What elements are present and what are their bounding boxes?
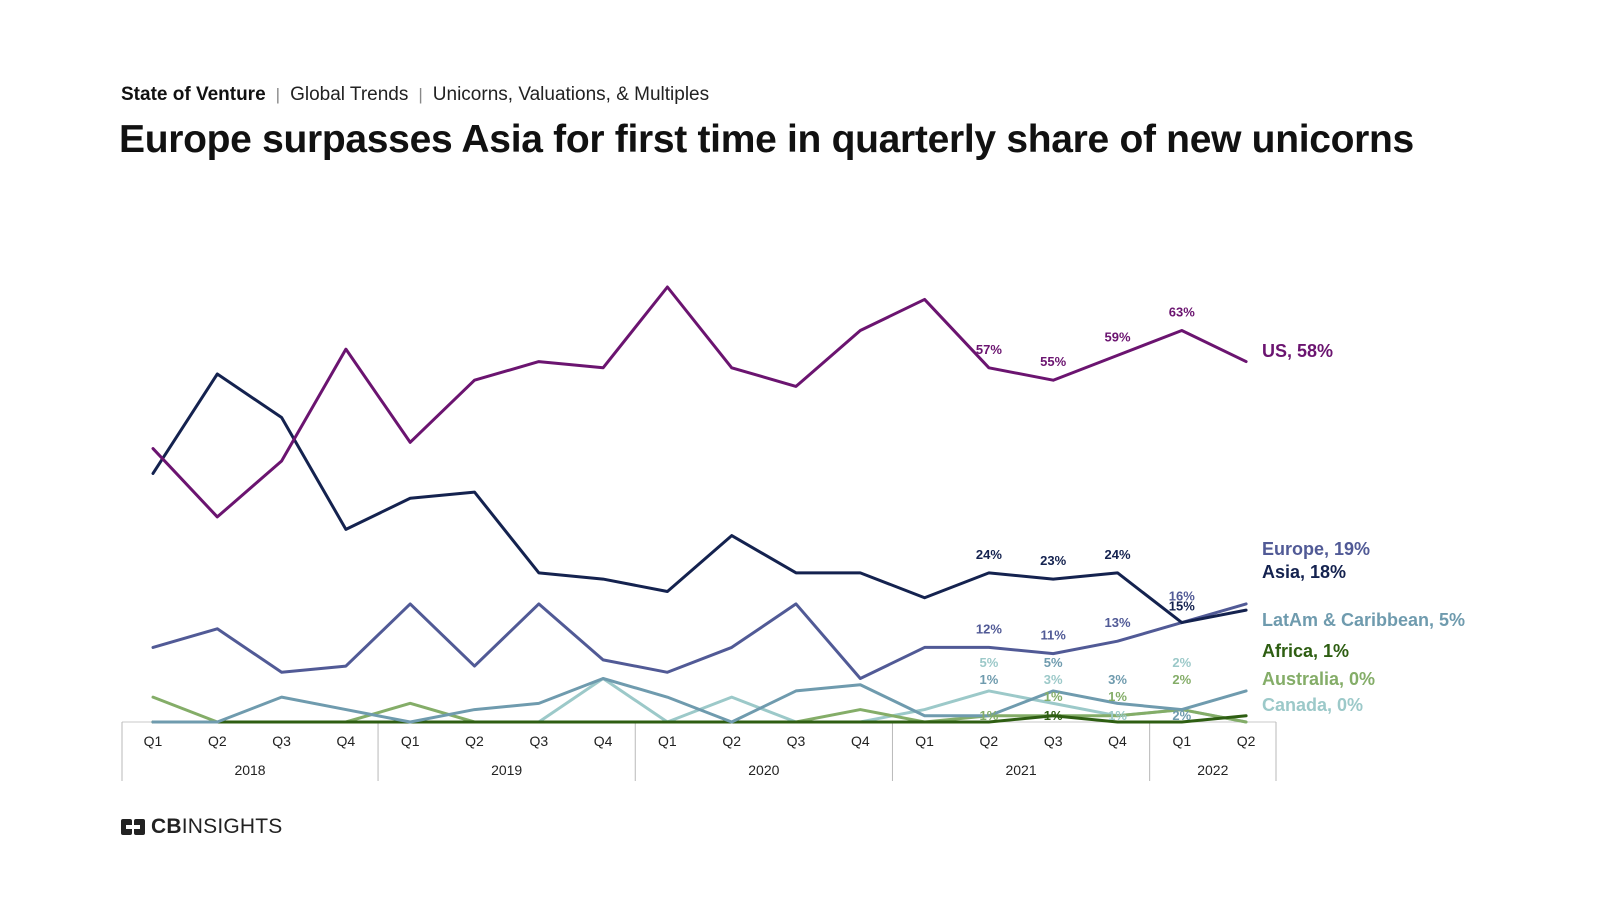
data-label: 2% bbox=[1172, 672, 1191, 687]
cb-logo-icon bbox=[121, 819, 145, 835]
x-tick-label: Q1 bbox=[144, 733, 163, 749]
data-label: 63% bbox=[1169, 305, 1195, 320]
x-year-label: 2020 bbox=[748, 762, 779, 778]
breadcrumb: State of Venture | Global Trends | Unico… bbox=[121, 84, 709, 106]
data-label: 2% bbox=[1172, 708, 1191, 723]
x-tick-label: Q1 bbox=[915, 733, 934, 749]
x-tick-label: Q4 bbox=[851, 733, 870, 749]
data-label: 5% bbox=[1044, 655, 1063, 670]
data-label: 1% bbox=[1108, 689, 1127, 704]
series-line-europe bbox=[151, 602, 1248, 680]
x-tick-label: Q2 bbox=[465, 733, 484, 749]
breadcrumb-topic: Unicorns, Valuations, & Multiples bbox=[432, 84, 710, 105]
series-end-label: LatAm & Caribbean, 5% bbox=[1262, 610, 1465, 630]
series-end-label: Australia, 0% bbox=[1262, 669, 1375, 689]
x-tick-label: Q2 bbox=[208, 733, 227, 749]
x-tick-label: Q2 bbox=[980, 733, 999, 749]
data-label: 1% bbox=[980, 672, 999, 687]
breadcrumb-section: State of Venture bbox=[121, 84, 266, 105]
x-tick-label: Q1 bbox=[658, 733, 677, 749]
data-label: 12% bbox=[976, 621, 1002, 636]
data-label: 11% bbox=[1041, 628, 1067, 643]
data-label: 1% bbox=[1044, 689, 1063, 704]
data-label: 2% bbox=[1172, 655, 1191, 670]
x-tick-label: Q3 bbox=[272, 733, 291, 749]
data-label: 1% bbox=[1108, 708, 1127, 723]
data-label: 16% bbox=[1169, 589, 1195, 604]
series-end-label: Canada, 0% bbox=[1262, 695, 1363, 715]
series-line-africa bbox=[151, 714, 1248, 724]
page-title: Europe surpasses Asia for first time in … bbox=[119, 118, 1414, 161]
breadcrumb-separator: | bbox=[418, 85, 423, 104]
data-label: 55% bbox=[1040, 354, 1066, 369]
data-label: 5% bbox=[980, 655, 999, 670]
series-line-us bbox=[151, 285, 1248, 519]
breadcrumb-subsection: Global Trends bbox=[290, 84, 409, 105]
data-label: 24% bbox=[1104, 547, 1130, 562]
x-tick-label: Q3 bbox=[1044, 733, 1063, 749]
data-label: 57% bbox=[976, 342, 1002, 357]
x-tick-label: Q2 bbox=[722, 733, 741, 749]
series-end-label: Europe, 19% bbox=[1262, 539, 1370, 559]
series-end-label: Asia, 18% bbox=[1262, 562, 1346, 582]
x-tick-label: Q1 bbox=[1172, 733, 1191, 749]
data-label: 23% bbox=[1040, 553, 1066, 568]
x-year-label: 2022 bbox=[1197, 762, 1228, 778]
data-label: 1% bbox=[980, 708, 999, 723]
x-axis: Q1 Q2 Q3 Q4 Q1 Q2 Q3 Q4 Q1 Q2 Q3 Q4 Q1 Q2 Q3 Q4 Q1 Q2 2018… bbox=[121, 721, 1277, 781]
x-tick-label: Q4 bbox=[1108, 733, 1127, 749]
series-end-labels: US, 58% Asia, 18% Europe, 19% LatAm & Carib… bbox=[1262, 341, 1465, 715]
data-label: 13% bbox=[1104, 615, 1130, 630]
x-year-label: 2019 bbox=[491, 762, 522, 778]
data-labels: 57% 55% 59% 63% 24% 23% 24% 15% 12% 11% 13% 16% 1% 5%… bbox=[976, 305, 1195, 724]
x-tick-label: Q2 bbox=[1237, 733, 1256, 749]
data-label: 59% bbox=[1104, 329, 1130, 344]
x-tick-label: Q4 bbox=[594, 733, 613, 749]
cb-insights-logo: CB INSIGHTS bbox=[121, 815, 283, 839]
logo-text-cb: CB bbox=[151, 815, 182, 838]
series-line-latam-caribbean bbox=[151, 677, 1248, 724]
x-tick-label: Q1 bbox=[401, 733, 420, 749]
logo-text-insights: INSIGHTS bbox=[181, 815, 283, 838]
x-tick-label: Q4 bbox=[337, 733, 356, 749]
data-label: 24% bbox=[976, 547, 1002, 562]
x-tick-label: Q3 bbox=[529, 733, 548, 749]
series-line-asia bbox=[151, 372, 1248, 625]
x-year-label: 2018 bbox=[234, 762, 265, 778]
x-year-label: 2021 bbox=[1005, 762, 1036, 778]
data-label: 3% bbox=[1108, 672, 1127, 687]
series-lines bbox=[151, 285, 1248, 724]
series-end-label: Africa, 1% bbox=[1262, 641, 1349, 661]
data-label: 15% bbox=[1169, 599, 1195, 614]
x-tick-label: Q3 bbox=[787, 733, 806, 749]
series-end-label: US, 58% bbox=[1262, 341, 1333, 361]
data-label: 3% bbox=[1044, 672, 1063, 687]
breadcrumb-separator: | bbox=[275, 85, 281, 104]
data-label: 1% bbox=[1044, 708, 1063, 723]
